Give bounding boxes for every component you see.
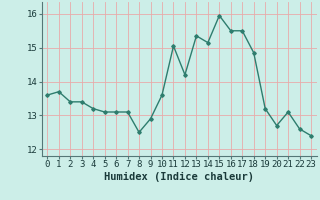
X-axis label: Humidex (Indice chaleur): Humidex (Indice chaleur): [104, 172, 254, 182]
